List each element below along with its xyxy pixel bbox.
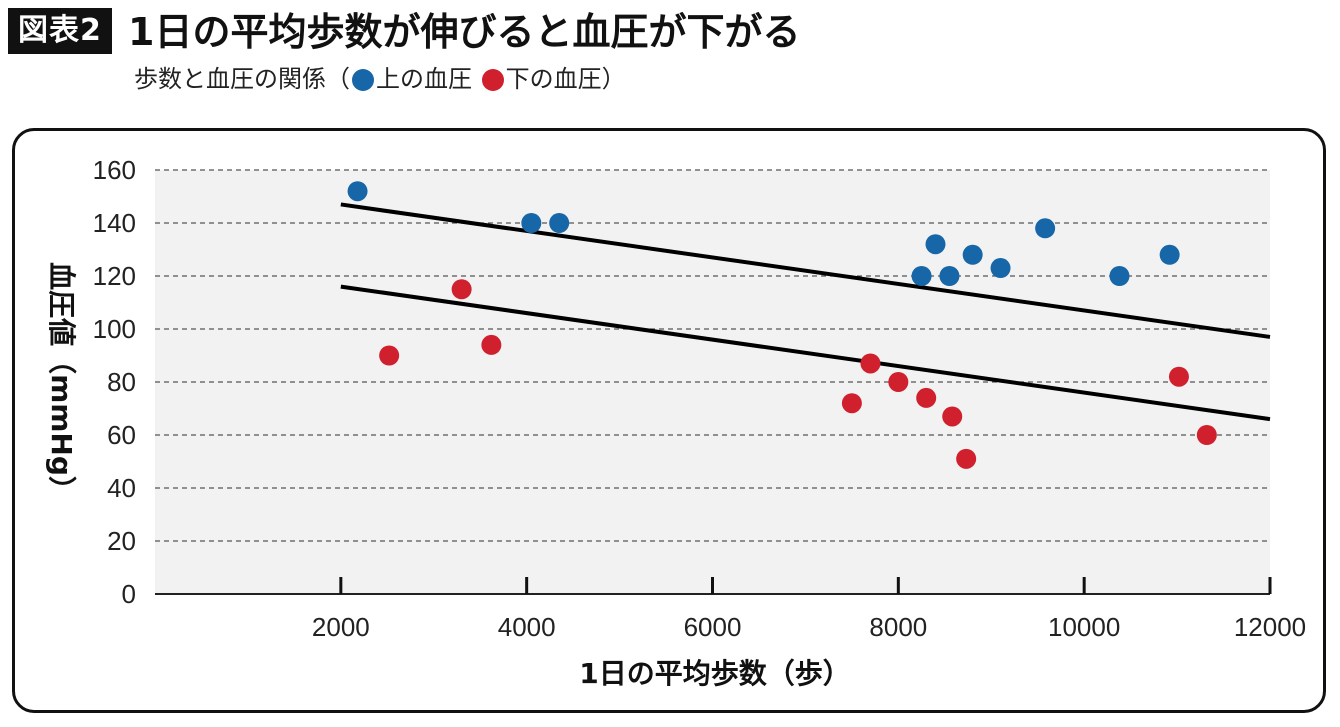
x-tick-label-12000: 12000 [1234, 612, 1306, 642]
data-point-series-0-5 [939, 266, 960, 286]
data-point-series-1-4 [860, 353, 881, 374]
data-point-series-1-1 [451, 279, 472, 300]
y-tick-label-60: 60 [107, 420, 136, 450]
y-tick-label-0: 0 [122, 579, 136, 609]
legend-upper-marker [352, 69, 374, 91]
chart-subtitle: 歩数と血圧の関係（ 上の血圧 下の血圧） [134, 62, 626, 96]
data-point-series-1-7 [942, 406, 963, 427]
data-point-series-0-3 [911, 266, 932, 286]
y-tick-label-20: 20 [107, 526, 136, 556]
data-point-series-1-0 [379, 345, 400, 366]
data-point-series-0-6 [962, 244, 983, 265]
y-tick-label-80: 80 [107, 367, 136, 397]
data-point-series-1-10 [1196, 425, 1217, 445]
data-point-series-1-9 [1168, 366, 1189, 387]
data-point-series-1-6 [916, 387, 937, 408]
figure-badge: 図表2 [8, 8, 112, 54]
x-tick-label-4000: 4000 [498, 612, 556, 642]
chart-frame [12, 128, 1326, 713]
data-point-series-0-0 [347, 181, 368, 202]
data-point-series-0-2 [549, 213, 570, 233]
y-tick-label-140: 140 [93, 208, 136, 238]
data-point-series-1-8 [956, 448, 977, 469]
data-point-series-1-2 [481, 334, 502, 355]
legend-lower-label: 下の血圧） [505, 65, 626, 93]
x-tick-label-2000: 2000 [312, 612, 370, 642]
data-point-series-1-3 [841, 393, 862, 414]
chart-title: 1日の平均歩数が伸びると血圧が下がる [128, 10, 801, 54]
y-tick-label-100: 100 [93, 314, 136, 344]
x-tick-label-8000: 8000 [869, 612, 927, 642]
trend-line-series-1 [340, 284, 1271, 422]
subtitle-prefix: 歩数と血圧の関係（ [134, 65, 350, 93]
header: 図表2 1日の平均歩数が伸びると血圧が下がる 歩数と血圧の関係（ 上の血圧 下の血… [0, 0, 1340, 110]
y-tick-label-120: 120 [93, 261, 136, 291]
legend-lower-marker [481, 69, 504, 91]
data-point-series-0-8 [1035, 218, 1056, 239]
y-axis-title: 血圧値（mmHg） [45, 262, 78, 504]
y-tick-label-160: 160 [93, 155, 136, 185]
data-point-series-0-9 [1109, 266, 1130, 286]
data-point-series-1-5 [888, 372, 909, 392]
data-point-series-0-1 [521, 213, 542, 233]
x-tick-label-10000: 10000 [1048, 612, 1120, 642]
data-point-series-0-4 [925, 234, 946, 255]
y-tick-label-40: 40 [107, 473, 136, 503]
legend-upper-label: 上の血圧 [376, 65, 472, 93]
data-point-series-0-10 [1159, 244, 1180, 265]
trend-line-series-0 [340, 202, 1271, 339]
x-axis-title: 1日の平均歩数（歩） [579, 657, 850, 690]
x-tick-label-6000: 6000 [684, 612, 742, 642]
data-point-series-0-7 [990, 258, 1011, 279]
